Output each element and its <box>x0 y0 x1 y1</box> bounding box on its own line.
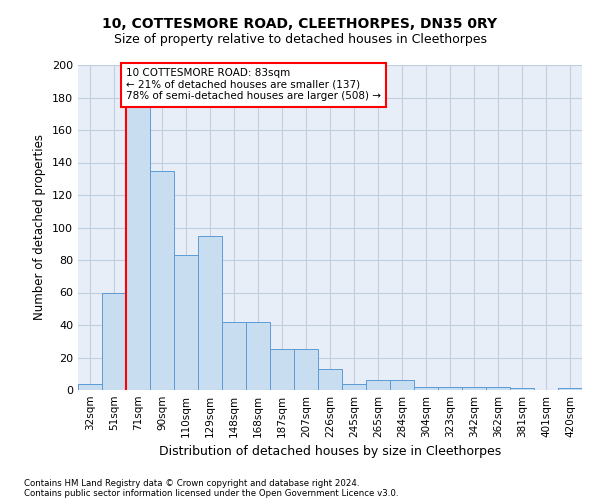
Bar <box>222 322 246 390</box>
Text: 10, COTTESMORE ROAD, CLEETHORPES, DN35 0RY: 10, COTTESMORE ROAD, CLEETHORPES, DN35 0… <box>103 18 497 32</box>
Bar <box>102 292 126 390</box>
Bar <box>318 369 342 390</box>
Bar <box>414 387 438 390</box>
Bar <box>438 387 462 390</box>
Bar <box>126 81 150 390</box>
Bar <box>270 350 294 390</box>
Bar <box>198 236 222 390</box>
Text: 10 COTTESMORE ROAD: 83sqm
← 21% of detached houses are smaller (137)
78% of semi: 10 COTTESMORE ROAD: 83sqm ← 21% of detac… <box>126 68 381 102</box>
Bar <box>246 322 270 390</box>
Bar <box>462 387 486 390</box>
Bar <box>342 384 366 390</box>
Bar <box>390 380 414 390</box>
Bar <box>366 380 390 390</box>
Bar <box>150 170 174 390</box>
Text: Contains public sector information licensed under the Open Government Licence v3: Contains public sector information licen… <box>24 488 398 498</box>
Bar <box>78 384 102 390</box>
Bar <box>294 350 318 390</box>
X-axis label: Distribution of detached houses by size in Cleethorpes: Distribution of detached houses by size … <box>159 446 501 458</box>
Text: Size of property relative to detached houses in Cleethorpes: Size of property relative to detached ho… <box>113 32 487 46</box>
Bar <box>486 387 510 390</box>
Text: Contains HM Land Registry data © Crown copyright and database right 2024.: Contains HM Land Registry data © Crown c… <box>24 478 359 488</box>
Y-axis label: Number of detached properties: Number of detached properties <box>34 134 46 320</box>
Bar <box>558 388 582 390</box>
Bar <box>510 388 534 390</box>
Bar <box>174 255 198 390</box>
